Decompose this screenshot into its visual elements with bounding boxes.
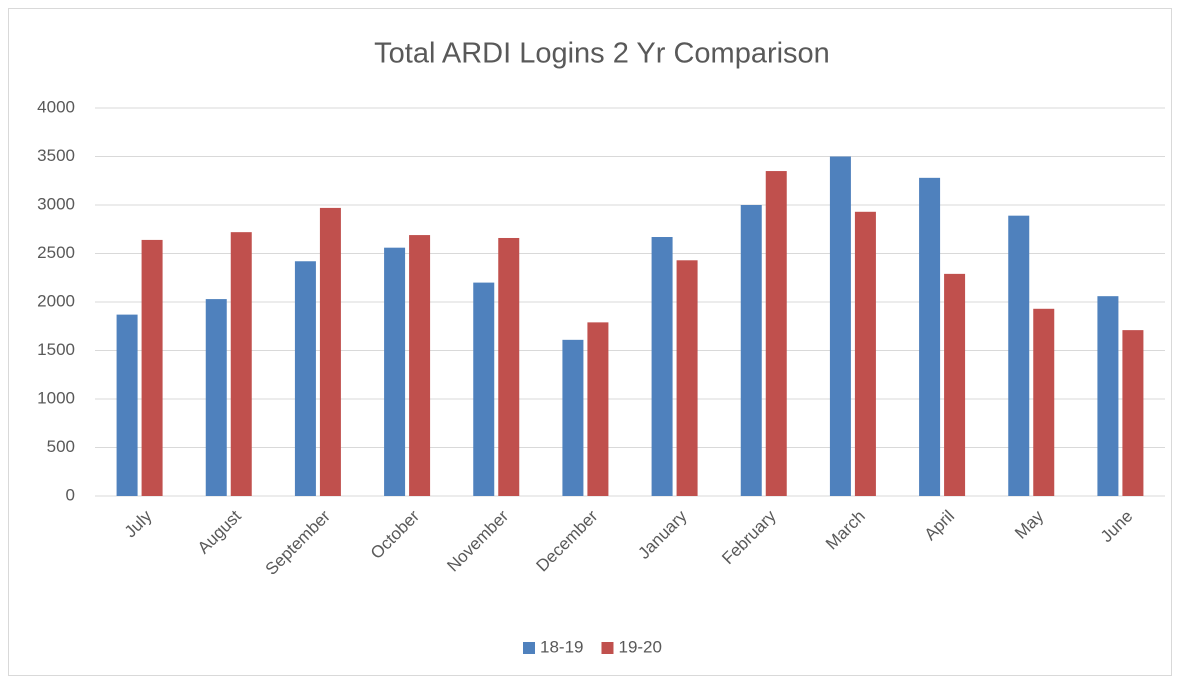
bar <box>765 171 787 497</box>
y-tick-label: 3000 <box>37 194 75 213</box>
bar <box>409 235 431 496</box>
bar <box>384 247 406 496</box>
y-tick-label: 500 <box>47 437 75 456</box>
y-tick-label: 0 <box>66 485 75 504</box>
bar <box>676 260 698 496</box>
bar <box>919 177 941 496</box>
bar <box>587 322 609 496</box>
y-tick-label: 2000 <box>37 291 75 310</box>
bar <box>944 273 966 496</box>
bar <box>854 211 876 497</box>
y-tick-label: 2500 <box>37 243 75 262</box>
bar <box>651 237 673 496</box>
bar <box>1122 330 1144 496</box>
legend-swatch <box>523 642 535 654</box>
bar <box>116 314 138 496</box>
chart-title: Total ARDI Logins 2 Yr Comparison <box>374 38 830 70</box>
legend-label: 19-20 <box>618 637 661 656</box>
bar <box>1033 308 1055 496</box>
bar <box>473 282 495 496</box>
bar <box>230 232 252 496</box>
y-tick-label: 1000 <box>37 388 75 407</box>
legend-label: 18-19 <box>540 637 583 656</box>
bar <box>1097 296 1119 496</box>
bar <box>294 261 316 496</box>
legend-swatch <box>601 642 614 654</box>
bar <box>562 339 584 496</box>
bar <box>498 237 520 497</box>
bar <box>205 299 227 496</box>
y-tick-label: 3500 <box>37 146 75 165</box>
bar <box>319 207 341 496</box>
bar <box>1008 215 1030 497</box>
bar <box>829 156 851 496</box>
y-tick-label: 1500 <box>37 340 75 359</box>
y-tick-label: 4000 <box>37 97 75 116</box>
bar <box>141 239 163 497</box>
bar <box>740 205 762 496</box>
